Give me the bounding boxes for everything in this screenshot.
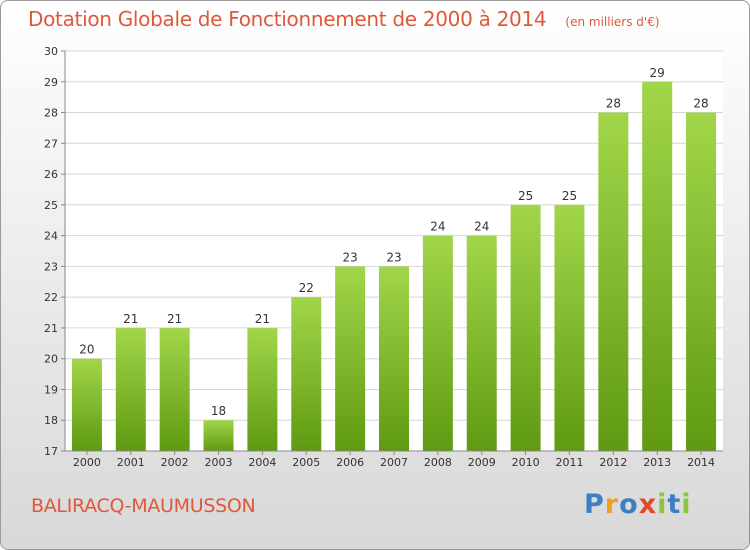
bar-2006 — [335, 266, 366, 451]
bar-value-label: 21 — [123, 312, 138, 326]
x-tick-label: 2007 — [380, 456, 408, 469]
x-tick-label: 2008 — [424, 456, 452, 469]
bar-value-label: 18 — [211, 404, 226, 418]
bar-2014 — [686, 112, 717, 452]
bar-value-label: 24 — [474, 220, 489, 234]
proxiti-logo[interactable]: Proxiti — [584, 489, 692, 520]
bar-value-label: 20 — [79, 343, 94, 357]
logo-letter: r — [604, 489, 620, 520]
x-tick-label: 2004 — [248, 456, 276, 469]
x-tick-label: 2010 — [512, 456, 540, 469]
logo-letter: x — [638, 489, 658, 520]
bar-value-label: 23 — [386, 250, 401, 264]
bar-value-label: 25 — [518, 189, 533, 203]
bar-2010 — [510, 204, 541, 451]
bar-2003 — [203, 420, 234, 451]
y-tick-label: 29 — [44, 76, 58, 89]
y-tick-label: 28 — [44, 107, 58, 120]
bar-value-label: 28 — [606, 97, 621, 111]
chart-subtitle: (en milliers d'€) — [565, 15, 660, 29]
logo-letter: t — [667, 489, 682, 520]
bar-2011 — [554, 204, 585, 451]
bar-2005 — [291, 297, 322, 451]
bar-2008 — [422, 235, 453, 451]
bar-value-label: 25 — [562, 189, 577, 203]
bar-2009 — [466, 235, 497, 451]
chart-title: Dotation Globale de Fonctionnement de 20… — [28, 7, 547, 31]
y-tick-label: 20 — [44, 353, 58, 366]
x-tick-label: 2011 — [555, 456, 583, 469]
logo-letter: P — [584, 489, 605, 520]
bar-value-label: 29 — [650, 66, 665, 80]
y-tick-label: 22 — [44, 291, 58, 304]
y-tick-label: 26 — [44, 168, 58, 181]
x-tick-label: 2001 — [117, 456, 145, 469]
y-tick-label: 27 — [44, 137, 58, 150]
title-row: Dotation Globale de Fonctionnement de 20… — [28, 7, 660, 31]
bar-2013 — [642, 81, 673, 452]
commune-name: BALIRACQ-MAUMUSSON — [31, 495, 256, 517]
x-tick-label: 2014 — [687, 456, 715, 469]
bar-value-label: 22 — [299, 281, 314, 295]
y-tick-label: 23 — [44, 260, 58, 273]
bar-value-label: 28 — [693, 97, 708, 111]
x-tick-label: 2005 — [292, 456, 320, 469]
x-tick-label: 2006 — [336, 456, 364, 469]
bar-value-label: 24 — [430, 220, 445, 234]
x-tick-label: 2003 — [205, 456, 233, 469]
y-tick-label: 25 — [44, 199, 58, 212]
x-tick-label: 2013 — [643, 456, 671, 469]
logo-letter: o — [619, 489, 639, 520]
bar-2007 — [379, 266, 409, 451]
bar-value-label: 21 — [255, 312, 270, 326]
y-tick-label: 18 — [44, 414, 58, 427]
bar-2000 — [71, 358, 102, 451]
bar-value-label: 23 — [342, 250, 357, 264]
y-tick-label: 17 — [44, 445, 58, 458]
y-tick-label: 30 — [44, 45, 58, 58]
bar-2012 — [598, 112, 629, 452]
x-tick-label: 2002 — [161, 456, 189, 469]
logo-letter: i — [657, 489, 668, 520]
bar-2004 — [247, 327, 278, 451]
x-tick-label: 2012 — [599, 456, 627, 469]
bar-value-label: 21 — [167, 312, 182, 326]
bar-2001 — [115, 327, 146, 451]
x-tick-label: 2000 — [73, 456, 101, 469]
y-tick-label: 21 — [44, 322, 58, 335]
logo-letter: i — [681, 489, 692, 520]
bar-2002 — [159, 327, 190, 451]
y-tick-label: 19 — [44, 383, 58, 396]
y-tick-label: 24 — [44, 230, 58, 243]
x-tick-label: 2009 — [468, 456, 496, 469]
